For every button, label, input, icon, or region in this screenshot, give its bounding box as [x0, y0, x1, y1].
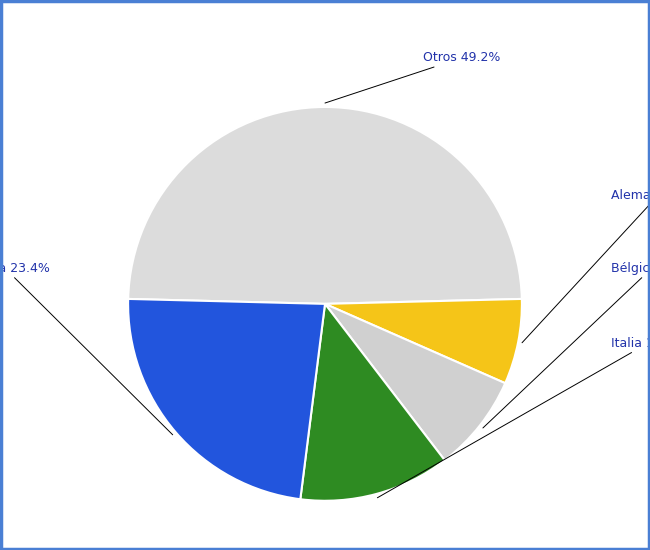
- Wedge shape: [128, 107, 522, 304]
- Text: Astorga - Turistas extranjeros según país - Agosto de 2024: Astorga - Turistas extranjeros según paí…: [61, 20, 589, 38]
- Wedge shape: [300, 304, 445, 500]
- Text: Alemania 7.0%: Alemania 7.0%: [522, 189, 650, 343]
- Text: Bélgica 8.0%: Bélgica 8.0%: [483, 262, 650, 428]
- Text: Otros 49.2%: Otros 49.2%: [325, 51, 500, 103]
- Text: Italia 12.4%: Italia 12.4%: [378, 337, 650, 498]
- Wedge shape: [325, 299, 522, 383]
- Text: Francia 23.4%: Francia 23.4%: [0, 262, 173, 435]
- Wedge shape: [325, 304, 505, 460]
- Wedge shape: [128, 299, 325, 499]
